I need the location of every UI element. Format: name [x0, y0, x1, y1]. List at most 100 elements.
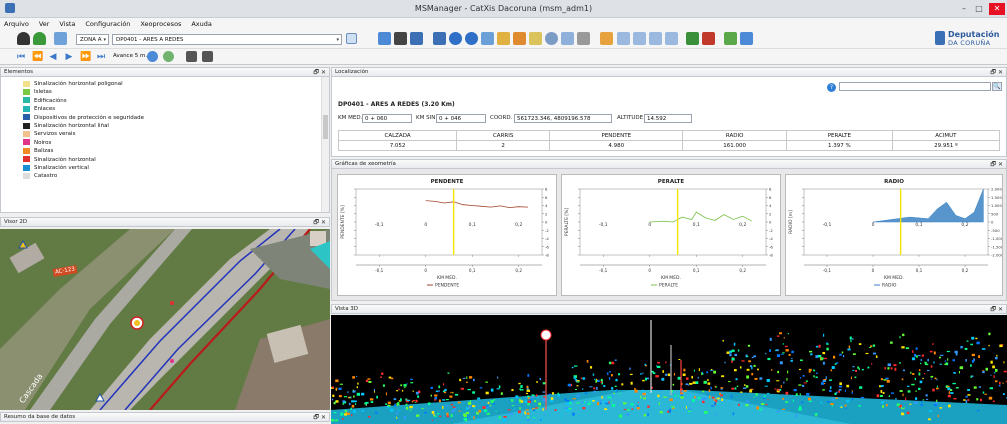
- tree-item[interactable]: Catastro: [23, 172, 57, 180]
- point-cluster: [865, 352, 869, 355]
- menu-arquivo[interactable]: Arquivo: [4, 20, 29, 28]
- layers-icon[interactable]: [410, 32, 423, 45]
- search-input[interactable]: [839, 82, 991, 91]
- zoom-icon[interactable]: [545, 32, 558, 45]
- tree-item[interactable]: Sinalización vertical: [23, 164, 89, 172]
- point-cluster: [532, 417, 536, 419]
- zoom-extent-icon[interactable]: [163, 51, 174, 62]
- menu-xeoprocesos[interactable]: Xeoprocesos: [140, 20, 182, 28]
- curve-icon[interactable]: [665, 32, 678, 45]
- panel-close-icon[interactable]: 🗗 ✕: [313, 69, 326, 76]
- menu-vista[interactable]: Vista: [59, 20, 76, 28]
- tree-item[interactable]: Sinalización horizontal liñal: [23, 122, 109, 130]
- photo-icon[interactable]: [186, 51, 197, 62]
- measure-icon[interactable]: [529, 32, 542, 45]
- map-view[interactable]: AC-123 Cascada: [0, 229, 330, 410]
- panel-close-icon[interactable]: 🗗 ✕: [313, 414, 326, 421]
- road-icon[interactable]: [686, 32, 699, 45]
- move-icon[interactable]: [577, 32, 590, 45]
- menu-configuracion[interactable]: Configuración: [85, 20, 131, 28]
- edit-icon[interactable]: [497, 32, 510, 45]
- point-cluster: [434, 394, 438, 397]
- point-cluster: [998, 384, 1001, 387]
- save-icon[interactable]: [346, 33, 357, 44]
- menu-axuda[interactable]: Axuda: [191, 20, 212, 28]
- user-icon[interactable]: [17, 32, 30, 45]
- point-cluster: [939, 356, 941, 359]
- panel-close-icon[interactable]: 🗗 ✕: [313, 219, 326, 226]
- altitude-field[interactable]: 14.592: [644, 114, 692, 123]
- search-icon[interactable]: 🔍: [992, 82, 1002, 91]
- elementos-scrollbar[interactable]: [321, 77, 329, 212]
- tree-item[interactable]: Servizos verais: [23, 130, 75, 138]
- point-cluster: [937, 414, 939, 418]
- point-cluster: [511, 405, 515, 407]
- tree-item[interactable]: Dispositivos de protección e seguridade: [23, 114, 144, 122]
- users-icon[interactable]: [702, 32, 715, 45]
- point-cloud-view[interactable]: [331, 315, 1007, 424]
- zoom-in-icon[interactable]: [147, 51, 158, 62]
- point-cluster: [353, 395, 355, 398]
- pointer-icon[interactable]: [513, 32, 526, 45]
- axis-icon[interactable]: [649, 32, 662, 45]
- point-cluster: [729, 399, 731, 402]
- tree-item[interactable]: Balizas: [23, 147, 53, 155]
- panel-close-icon[interactable]: 🗗 ✕: [990, 306, 1003, 313]
- point-cluster: [995, 356, 998, 360]
- export-icon[interactable]: [740, 32, 753, 45]
- zone-combo[interactable]: ZONA A ▾: [76, 34, 109, 45]
- info-icon[interactable]: [449, 32, 462, 45]
- grid-icon[interactable]: [724, 32, 737, 45]
- coord-field[interactable]: 561723.346, 4809196.578: [514, 114, 612, 123]
- point-cluster: [695, 381, 699, 384]
- point-cluster: [782, 397, 784, 400]
- rewind-icon[interactable]: ⏪: [32, 52, 44, 62]
- tree-item-label: Enlaces: [34, 106, 56, 113]
- tree-item[interactable]: Sinalización horizontal: [23, 156, 96, 164]
- road-combo[interactable]: DP0401 - ARES A REDES ▾: [112, 34, 342, 45]
- help-icon[interactable]: [465, 32, 478, 45]
- point-cluster: [736, 385, 739, 387]
- point-cluster: [1005, 380, 1007, 383]
- point-cluster: [452, 409, 455, 413]
- km-med-field[interactable]: 0 + 060: [362, 114, 412, 123]
- prev-icon[interactable]: ◀: [49, 52, 57, 62]
- maximize-button[interactable]: □: [975, 4, 983, 13]
- close-button[interactable]: ✕: [989, 3, 1005, 15]
- first-icon[interactable]: ⏮: [16, 52, 26, 62]
- point-cluster: [656, 365, 661, 368]
- point-cluster: [368, 381, 372, 383]
- binoculars-icon[interactable]: [394, 32, 407, 45]
- tree-item[interactable]: Isletas: [23, 88, 52, 96]
- section-icon[interactable]: [633, 32, 646, 45]
- profile-icon[interactable]: [600, 32, 613, 45]
- tools-icon[interactable]: [433, 32, 446, 45]
- tree-item[interactable]: Edificacións: [23, 97, 67, 105]
- film-icon[interactable]: [202, 51, 213, 62]
- point-cluster: [568, 401, 572, 405]
- km-sin-field[interactable]: 0 + 046: [436, 114, 486, 123]
- database-icon[interactable]: [54, 32, 67, 45]
- tree-item[interactable]: Sinalización horizontal poligonal: [23, 80, 123, 88]
- point-cluster: [473, 416, 475, 420]
- minimize-button[interactable]: –: [962, 4, 966, 13]
- next-icon[interactable]: ▶: [65, 52, 73, 62]
- panel-close-icon[interactable]: 🗗 ✕: [990, 69, 1003, 76]
- user-add-icon[interactable]: [33, 32, 46, 45]
- tree-item[interactable]: Noiros: [23, 139, 51, 147]
- menu-ver[interactable]: Ver: [38, 20, 50, 28]
- panel-close-icon[interactable]: 🗗 ✕: [990, 161, 1003, 168]
- line-icon[interactable]: [561, 32, 574, 45]
- point-cluster: [894, 367, 897, 371]
- advance-combo[interactable]: Avance 5 m. ▾: [113, 53, 152, 59]
- forward-icon[interactable]: ⏩: [80, 52, 92, 62]
- select-icon[interactable]: [481, 32, 494, 45]
- chart-icon[interactable]: [378, 32, 391, 45]
- help-icon[interactable]: ?: [827, 83, 836, 92]
- slope-icon[interactable]: [617, 32, 630, 45]
- last-icon[interactable]: ⏭: [96, 52, 106, 62]
- tree-item[interactable]: Enlaces: [23, 105, 55, 113]
- point-cluster: [670, 390, 674, 393]
- point-cluster: [656, 365, 658, 367]
- point-cluster: [355, 402, 357, 405]
